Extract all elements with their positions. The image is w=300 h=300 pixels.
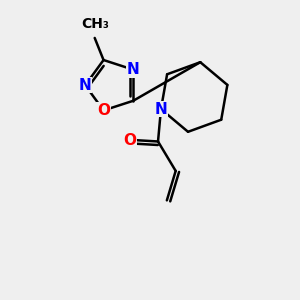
Text: N: N bbox=[154, 102, 167, 117]
Text: N: N bbox=[127, 62, 140, 77]
Text: N: N bbox=[79, 78, 92, 93]
Text: O: O bbox=[97, 103, 110, 118]
Text: CH₃: CH₃ bbox=[81, 16, 109, 31]
Text: O: O bbox=[124, 133, 136, 148]
